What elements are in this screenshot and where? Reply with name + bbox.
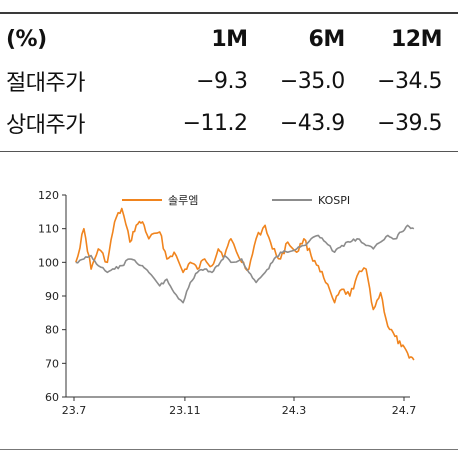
y-tick-label: 120 — [38, 189, 59, 202]
y-tick-label: 90 — [45, 290, 59, 303]
relative-1m-value: −11.2 — [182, 110, 248, 136]
absolute-1m-value: −9.3 — [196, 68, 248, 94]
x-tick-label: 24.7 — [392, 404, 417, 417]
legend-label: 솔루엠 — [168, 194, 198, 207]
table-header-row: (%) 1M 6M 12M — [0, 18, 458, 60]
row-label-absolute: 절대주가 — [6, 71, 85, 96]
y-tick-label: 100 — [38, 256, 59, 269]
legend-label: KOSPI — [318, 194, 350, 207]
x-tick-label: 24.3 — [282, 404, 307, 417]
header-6m: 6M — [308, 26, 346, 52]
x-tick-label: 23.11 — [169, 404, 201, 417]
x-tick-label: 23.7 — [62, 404, 87, 417]
chart-series — [75, 207, 415, 361]
relative-12m-value: −39.5 — [377, 110, 442, 136]
table-row: 절대주가 −9.3 −35.0 −34.5 — [0, 60, 458, 102]
series-line-solum — [75, 207, 415, 361]
table-row: 상대주가 −11.2 −43.9 −39.5 — [0, 102, 458, 144]
price-chart: 60 70 80 90 100 110 120 23.7 23.11 24.3 24.7 솔루엠 KO… — [38, 189, 416, 417]
absolute-12m-value: −34.5 — [377, 68, 442, 94]
header-1m: 1M — [211, 26, 248, 52]
y-tick-label: 80 — [45, 324, 59, 337]
y-tick-label: 70 — [45, 357, 59, 370]
chart-bottom-rule — [0, 449, 458, 450]
absolute-6m-value: −35.0 — [279, 68, 345, 94]
row-label-relative: 상대주가 — [6, 113, 85, 138]
header-12m: 12M — [390, 26, 443, 52]
chart-axes: 60 70 80 90 100 110 120 23.7 23.11 24.3 24.7 — [38, 189, 416, 417]
y-tick-label: 60 — [45, 391, 59, 404]
chart-legend: 솔루엠 KOSPI — [122, 194, 350, 207]
header-unit: (%) — [6, 26, 47, 52]
table-bottom-rule — [0, 151, 458, 152]
relative-6m-value: −43.9 — [279, 110, 345, 136]
table-top-rule — [0, 12, 458, 14]
performance-table: (%) 1M 6M 12M 절대주가 −9.3 −35.0 −34.5 상대주가… — [0, 18, 458, 144]
series-line-kospi — [75, 224, 415, 304]
y-tick-label: 110 — [38, 223, 59, 236]
